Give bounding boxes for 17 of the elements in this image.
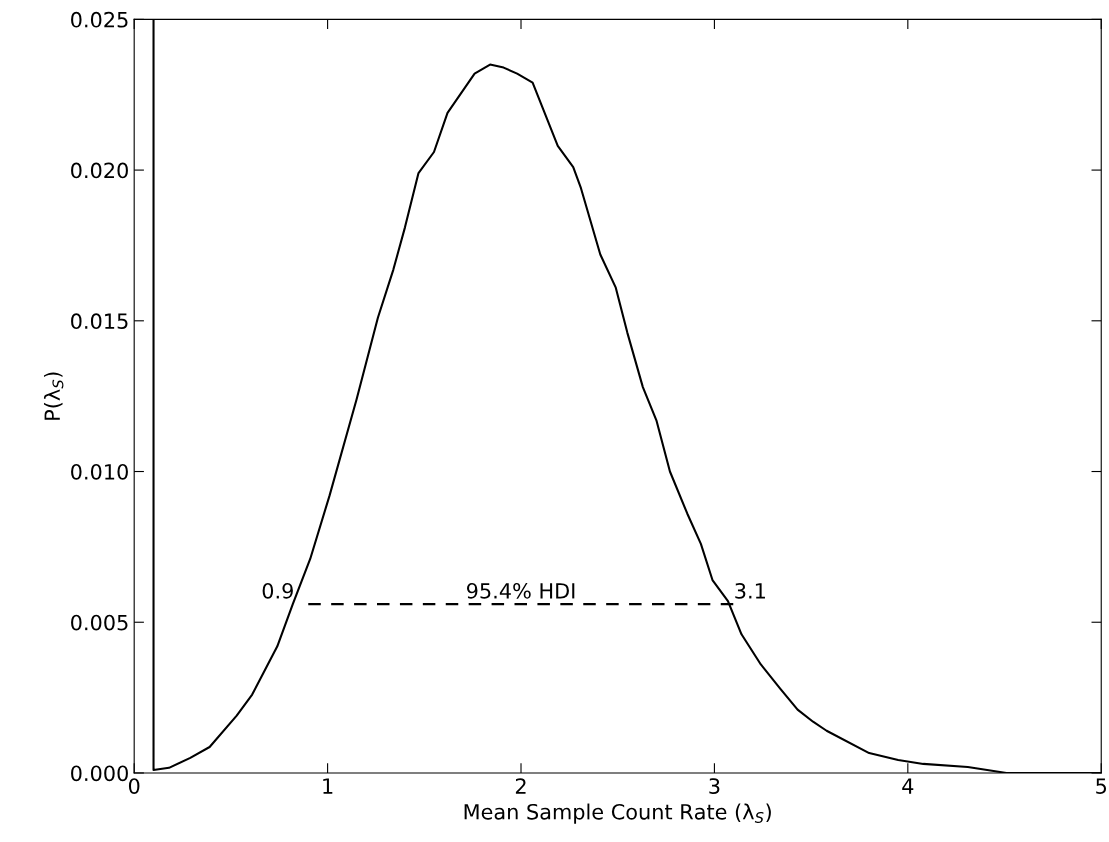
x-tick-label: 5 (1096, 778, 1107, 794)
y-tick-label: 0.025 (71, 11, 128, 28)
y-tick-label: 0.015 (71, 313, 128, 330)
x-tick-label: 1 (323, 778, 333, 794)
x-tick-label: 4 (902, 778, 914, 794)
y-tick-label: 0.020 (71, 162, 128, 179)
x-tick-label: 2 (515, 778, 526, 794)
x-axis-title: Mean Sample Count Rate (λ$_{S}$) (464, 803, 771, 824)
y-axis-title: P(λ$_{S}$) (43, 372, 64, 420)
x-tick-label: 0 (128, 778, 140, 794)
annotation: 95.4% HDI (466, 582, 575, 599)
x-tick-label: 3 (709, 778, 720, 794)
y-tick-label: 0.000 (71, 765, 128, 782)
annotation: 3.1 (735, 582, 765, 599)
y-tick-label: 0.005 (71, 614, 128, 631)
y-tick-label: 0.010 (71, 463, 128, 480)
annotation: 0.9 (262, 582, 293, 599)
